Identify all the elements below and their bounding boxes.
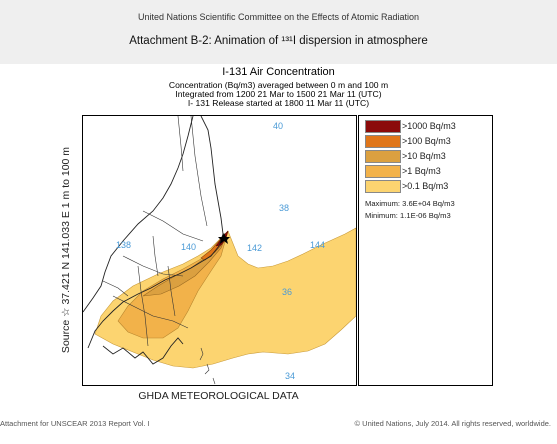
coastline-south [102,337,184,365]
grid-label-lon-142: 142 [247,243,262,253]
source-marker [218,233,230,244]
organization-name: United Nations Scientific Committee on t… [138,12,419,22]
prefecture-borders [102,116,208,347]
grid-label-lat-40: 40 [273,121,283,131]
slide-header: United Nations Scientific Committee on t… [0,0,557,64]
grid-label-lon-144: 144 [310,240,325,250]
legend-swatch-100 [365,135,401,148]
figure-title: I-131 Air Concentration [222,66,335,78]
legend-swatch-1 [365,165,401,178]
legend-swatch-0-1 [365,180,401,193]
grid-label-lat-34: 34 [285,371,295,381]
grid-label-lat-36: 36 [282,287,292,297]
legend-swatch-10 [365,150,401,163]
dispersion-map: 40 38 36 34 138 140 142 144 [82,115,357,386]
figure-subtitle-concentration: Concentration (Bq/m3) averaged between 0… [168,80,389,90]
coastline [87,116,224,349]
legend-label-10: >10 Bq/m3 [402,151,446,161]
slide-title: Attachment B-2: Animation of ¹³¹I disper… [129,35,428,47]
legend-label-0-1: >0.1 Bq/m3 [402,181,449,191]
footer-copyright: © United Nations, July 2014. All rights … [354,419,551,428]
map-canvas: 40 38 36 34 138 140 142 144 [83,116,356,385]
figure-subtitle-release: I- 131 Release started at 1800 11 Mar 11… [187,98,370,108]
legend-minimum: Minimum: 1.1E-06 Bq/m3 [365,211,451,220]
source-axis-label: Source ☆ 37.421 N 141.033 E 1 m to 100 m [60,146,72,354]
grid-label-lat-38: 38 [279,203,289,213]
grid-label-lon-140: 140 [181,242,196,252]
meteorological-data-label: GHDA METEOROLOGICAL DATA [138,390,299,402]
legend-swatch-1000 [365,120,401,133]
islands [199,347,216,385]
legend-label-100: >100 Bq/m3 [402,136,451,146]
legend-label-1: >1 Bq/m3 [402,166,441,176]
grid-label-lon-138: 138 [116,240,131,250]
coastline-west [83,116,194,313]
footer-attachment: Attachment for UNSCEAR 2013 Report Vol. … [0,419,150,428]
legend-maximum: Maximum: 3.6E+04 Bq/m3 [365,199,455,208]
legend: >1000 Bq/m3 >100 Bq/m3 >10 Bq/m3 >1 Bq/m… [358,115,493,386]
legend-label-1000: >1000 Bq/m3 [402,121,456,131]
figure-subtitle-integration: Integrated from 1200 21 Mar to 1500 21 M… [175,89,382,99]
